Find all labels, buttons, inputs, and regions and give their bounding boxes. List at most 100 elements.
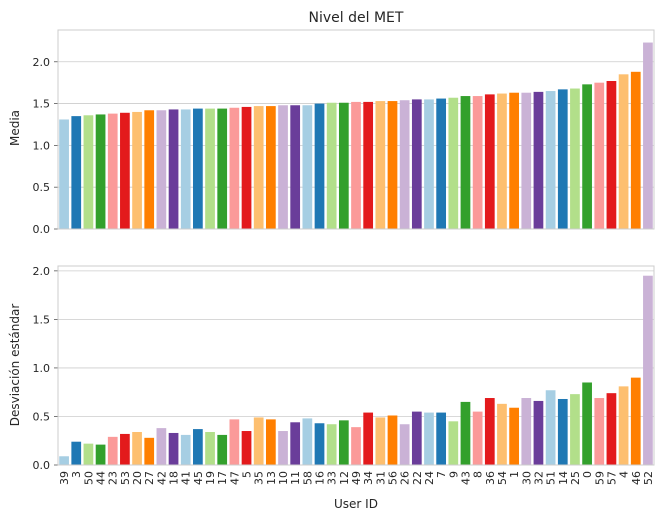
xtick-label: 41 (180, 471, 193, 485)
mean-bar-26 (399, 100, 410, 229)
std-bar-30 (521, 398, 532, 465)
mean-bar-51 (545, 91, 556, 230)
xtick-label: 42 (155, 471, 168, 485)
std-bar-44 (95, 444, 106, 465)
xtick-label: 10 (277, 471, 290, 485)
std-bar-50 (83, 443, 94, 465)
std-bar-54 (497, 403, 507, 465)
xtick-label: 27 (143, 471, 156, 485)
std-bar-34 (363, 412, 374, 465)
xtick-label: 31 (374, 471, 387, 485)
xtick-label: 25 (569, 471, 582, 485)
mean-bar-17 (217, 108, 228, 229)
std-bar-8 (472, 411, 483, 465)
xtick-label: 8 (472, 471, 485, 478)
std-bar-52 (643, 275, 653, 465)
mean-bar-46 (630, 71, 641, 229)
xtick-label: 23 (107, 471, 120, 485)
mean-bar-13 (265, 106, 276, 229)
mean-bar-53 (120, 112, 130, 229)
mean-bar-20 (132, 111, 142, 229)
mean-bar-43 (460, 96, 471, 229)
mean-bar-32 (533, 91, 544, 229)
xtick-label: 14 (557, 471, 570, 485)
mean-bar-18 (168, 109, 179, 229)
mean-bar-49 (351, 101, 361, 229)
std-bar-45 (193, 429, 203, 465)
std-bar-1 (509, 407, 519, 465)
std-bar-42 (156, 428, 167, 465)
xtick-label: 47 (228, 471, 241, 485)
xtick-label: 20 (131, 471, 144, 485)
std-bar-19 (205, 431, 215, 465)
std-bar-17 (217, 434, 228, 465)
mean-bar-30 (521, 92, 532, 229)
xtick-label: 44 (95, 471, 108, 485)
xtick-label: 33 (326, 471, 339, 485)
xtick-label: 35 (253, 471, 266, 485)
mean-bar-44 (95, 114, 106, 229)
std-bar-3 (71, 441, 82, 465)
std-bar-43 (460, 401, 471, 465)
xtick-label: 39 (58, 471, 71, 485)
mean-bar-47 (229, 107, 240, 229)
mean-bar-42 (156, 110, 167, 229)
std-bar-0 (582, 382, 592, 465)
xtick-label: 52 (642, 471, 655, 485)
std-bar-14 (557, 398, 568, 465)
std-bar-25 (570, 394, 580, 465)
mean-bar-7 (436, 98, 447, 230)
xtick-label: 12 (338, 471, 351, 485)
mean-bar-19 (205, 108, 215, 229)
std-bar-20 (132, 431, 142, 465)
y-axis-label-std: Desviación estándar (8, 304, 22, 427)
mean-bar-23 (107, 113, 118, 229)
mean-bar-52 (643, 42, 653, 229)
xtick-label: 59 (593, 471, 606, 485)
mean-bar-33 (326, 102, 337, 229)
mean-bar-59 (594, 82, 605, 229)
xtick-label: 53 (119, 471, 132, 485)
xtick-label: 3 (70, 471, 83, 478)
xtick-label: 11 (289, 471, 302, 485)
xtick-label: 34 (362, 471, 375, 485)
std-bar-10 (278, 431, 288, 465)
mean-ytick-label: 0.5 (33, 181, 51, 194)
mean-bar-34 (363, 101, 374, 229)
xtick-label: 32 (532, 471, 545, 485)
std-bar-12 (338, 420, 349, 465)
xtick-label: 45 (192, 471, 205, 485)
mean-bar-54 (497, 93, 507, 229)
std-bar-33 (326, 424, 337, 465)
mean-bar-50 (83, 115, 94, 229)
xtick-label: 1 (508, 471, 521, 478)
std-ytick-label: 1.5 (33, 313, 51, 326)
std-bar-32 (533, 400, 544, 465)
std-bar-53 (120, 433, 130, 465)
std-bar-9 (448, 421, 459, 465)
std-bar-4 (618, 386, 629, 465)
std-bar-56 (387, 415, 398, 465)
mean-bar-39 (59, 119, 69, 229)
xtick-label: 7 (435, 471, 448, 478)
mean-bar-9 (448, 97, 459, 229)
mean-axes-frame (57, 29, 655, 230)
mean-bar-58 (302, 105, 313, 229)
mean-bar-36 (484, 94, 495, 229)
mean-bar-22 (411, 99, 422, 229)
std-bar-57 (606, 393, 617, 465)
mean-ytick-label: 2.0 (33, 56, 51, 69)
mean-ytick-label: 1.0 (33, 139, 51, 152)
xtick-label: 50 (82, 471, 95, 485)
std-bar-51 (545, 390, 556, 465)
xtick-label: 36 (484, 471, 497, 485)
mean-bar-11 (290, 105, 301, 229)
mean-bar-1 (509, 92, 519, 229)
std-bar-58 (302, 418, 313, 465)
xtick-label: 43 (459, 471, 472, 485)
std-bar-11 (290, 422, 301, 465)
xtick-label: 49 (350, 471, 363, 485)
xtick-label: 22 (411, 471, 424, 485)
mean-bar-5 (241, 106, 252, 229)
